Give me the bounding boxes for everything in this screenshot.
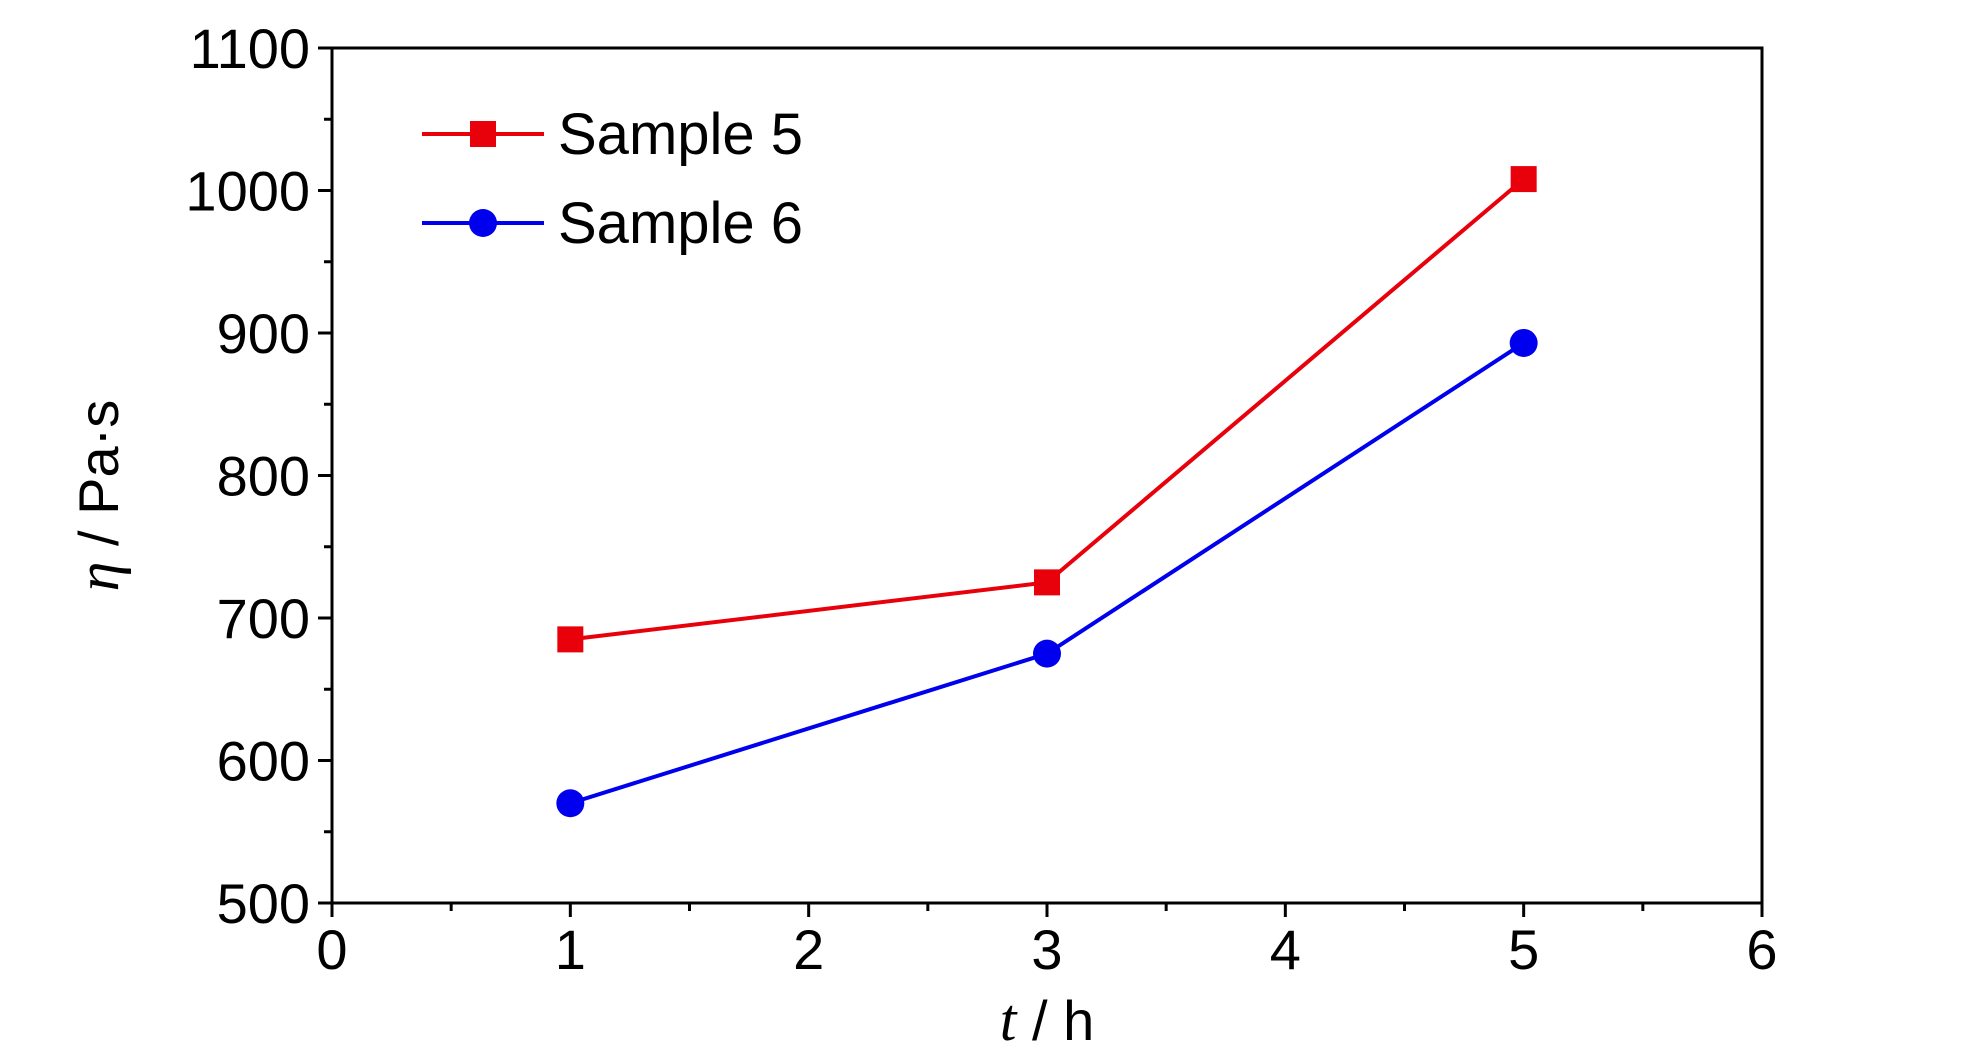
data-point <box>1509 328 1538 357</box>
legend: Sample 5 Sample 6 <box>422 102 803 256</box>
y-axis-unit: Pa·s <box>67 400 130 515</box>
x-axis-title: t / h <box>1000 987 1095 1053</box>
legend-label: Sample 6 <box>558 191 803 256</box>
data-point <box>556 789 585 818</box>
legend-marker <box>470 121 496 147</box>
data-point <box>1034 569 1060 596</box>
y-axis-separator: / <box>67 515 130 562</box>
x-tick-label: 4 <box>1270 918 1301 981</box>
y-tick-labels: 500 600 700 800 900 1000 1100 <box>185 17 310 935</box>
y-tick-label: 800 <box>217 445 310 508</box>
plot-frame <box>330 46 1764 905</box>
y-tick-label: 500 <box>217 872 310 935</box>
series-1 <box>557 166 1537 653</box>
x-axis-variable: t <box>1000 987 1018 1053</box>
x-tick-label: 1 <box>555 918 586 981</box>
data-point <box>1033 639 1061 668</box>
y-axis-variable: η <box>65 562 131 592</box>
y-tick-label: 1000 <box>185 160 310 223</box>
legend-marker <box>469 209 497 237</box>
series-2 <box>556 328 1538 818</box>
minor-ticks <box>324 117 1645 911</box>
legend-label: Sample 5 <box>558 102 803 167</box>
data-point <box>1510 166 1537 193</box>
x-axis-unit: h <box>1063 989 1094 1052</box>
legend-item: Sample 6 <box>422 191 803 256</box>
y-tick-label: 1100 <box>190 17 310 80</box>
y-tick-label: 600 <box>217 730 310 793</box>
series-layer <box>556 166 1538 818</box>
x-tick-label: 3 <box>1031 918 1062 981</box>
x-tick-label: 0 <box>316 918 347 981</box>
legend-item: Sample 5 <box>422 102 803 167</box>
x-axis-separator: / <box>1016 989 1063 1052</box>
major-ticks <box>318 46 1764 917</box>
x-tick-label: 6 <box>1746 918 1777 981</box>
y-tick-label: 700 <box>217 587 310 650</box>
y-tick-label: 900 <box>217 302 310 365</box>
x-tick-labels: 0 1 2 3 4 5 6 <box>316 918 1777 981</box>
data-point <box>557 626 584 653</box>
x-tick-label: 2 <box>793 918 824 981</box>
y-axis-title: η / Pa·s <box>65 400 131 592</box>
x-tick-label: 5 <box>1508 918 1539 981</box>
